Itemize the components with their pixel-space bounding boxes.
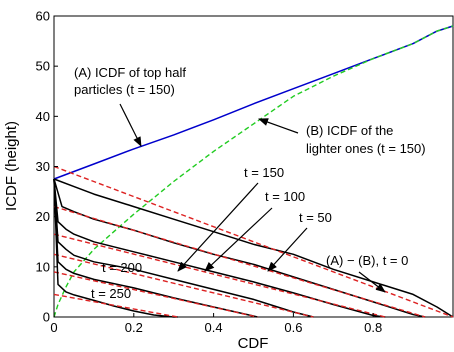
- series-t100-fit: [53, 233, 386, 318]
- series-t200: [53, 178, 258, 318]
- y-tick-label: 60: [36, 9, 50, 24]
- series-t0: [53, 178, 454, 318]
- series-t150: [53, 178, 314, 318]
- annotation-t200-label: t = 200: [102, 260, 142, 275]
- annotation-t250-label: t = 250: [91, 286, 131, 301]
- y-tick-label: 40: [36, 109, 50, 124]
- series-t50-fit: [53, 205, 426, 318]
- series-t200-fit: [53, 271, 258, 318]
- y-tick-label: 30: [36, 159, 50, 174]
- annotation-t50-label: t = 50: [299, 210, 332, 225]
- series-t0-fit: [53, 165, 454, 318]
- ticks-layer: 0 0.2 0.4 0.6 0.8 0 10 20 30 40 50 60: [36, 9, 383, 336]
- annotation-t150-label: t = 150: [244, 165, 284, 180]
- annotation-t0-label: (A) − (B), t = 0: [326, 253, 408, 268]
- arrow-b-label: [258, 118, 299, 134]
- x-tick-label: 0.4: [205, 320, 223, 335]
- y-axis-label: ICDF (height): [3, 121, 20, 211]
- annotation-b-label: lighter ones (t = 150): [306, 141, 426, 156]
- series-t250-fit: [53, 293, 178, 318]
- arrow-t100-label: [204, 207, 273, 272]
- x-tick-label: 0.8: [364, 320, 382, 335]
- x-axis-label: CDF: [238, 335, 269, 352]
- arrow-t0-label: [358, 271, 386, 293]
- x-tick-label: 0.6: [284, 320, 302, 335]
- y-tick-label: 20: [36, 209, 50, 224]
- arrow-t50-label: [267, 227, 308, 272]
- series-B: [53, 25, 454, 318]
- annotation-t100-label: t = 100: [265, 189, 305, 204]
- series-t50: [53, 178, 426, 318]
- annotation-a-label: particles (t = 150): [74, 82, 175, 97]
- x-tick-label: 0: [50, 320, 57, 335]
- arrow-t150-label: [177, 182, 259, 272]
- y-tick-label: 0: [43, 310, 50, 325]
- arrow-a-label: [119, 103, 142, 147]
- series-t150-fit: [53, 253, 314, 318]
- y-tick-label: 10: [36, 259, 50, 274]
- annotation-b-label: (B) ICDF of the: [306, 123, 393, 138]
- series-layer: [53, 25, 454, 318]
- annotation-layer: (A) ICDF of top half particles (t = 150) (…: [74, 65, 426, 301]
- annotation-a-label: (A) ICDF of top half: [74, 65, 186, 80]
- y-tick-label: 50: [36, 59, 50, 74]
- x-tick-label: 0.2: [125, 320, 143, 335]
